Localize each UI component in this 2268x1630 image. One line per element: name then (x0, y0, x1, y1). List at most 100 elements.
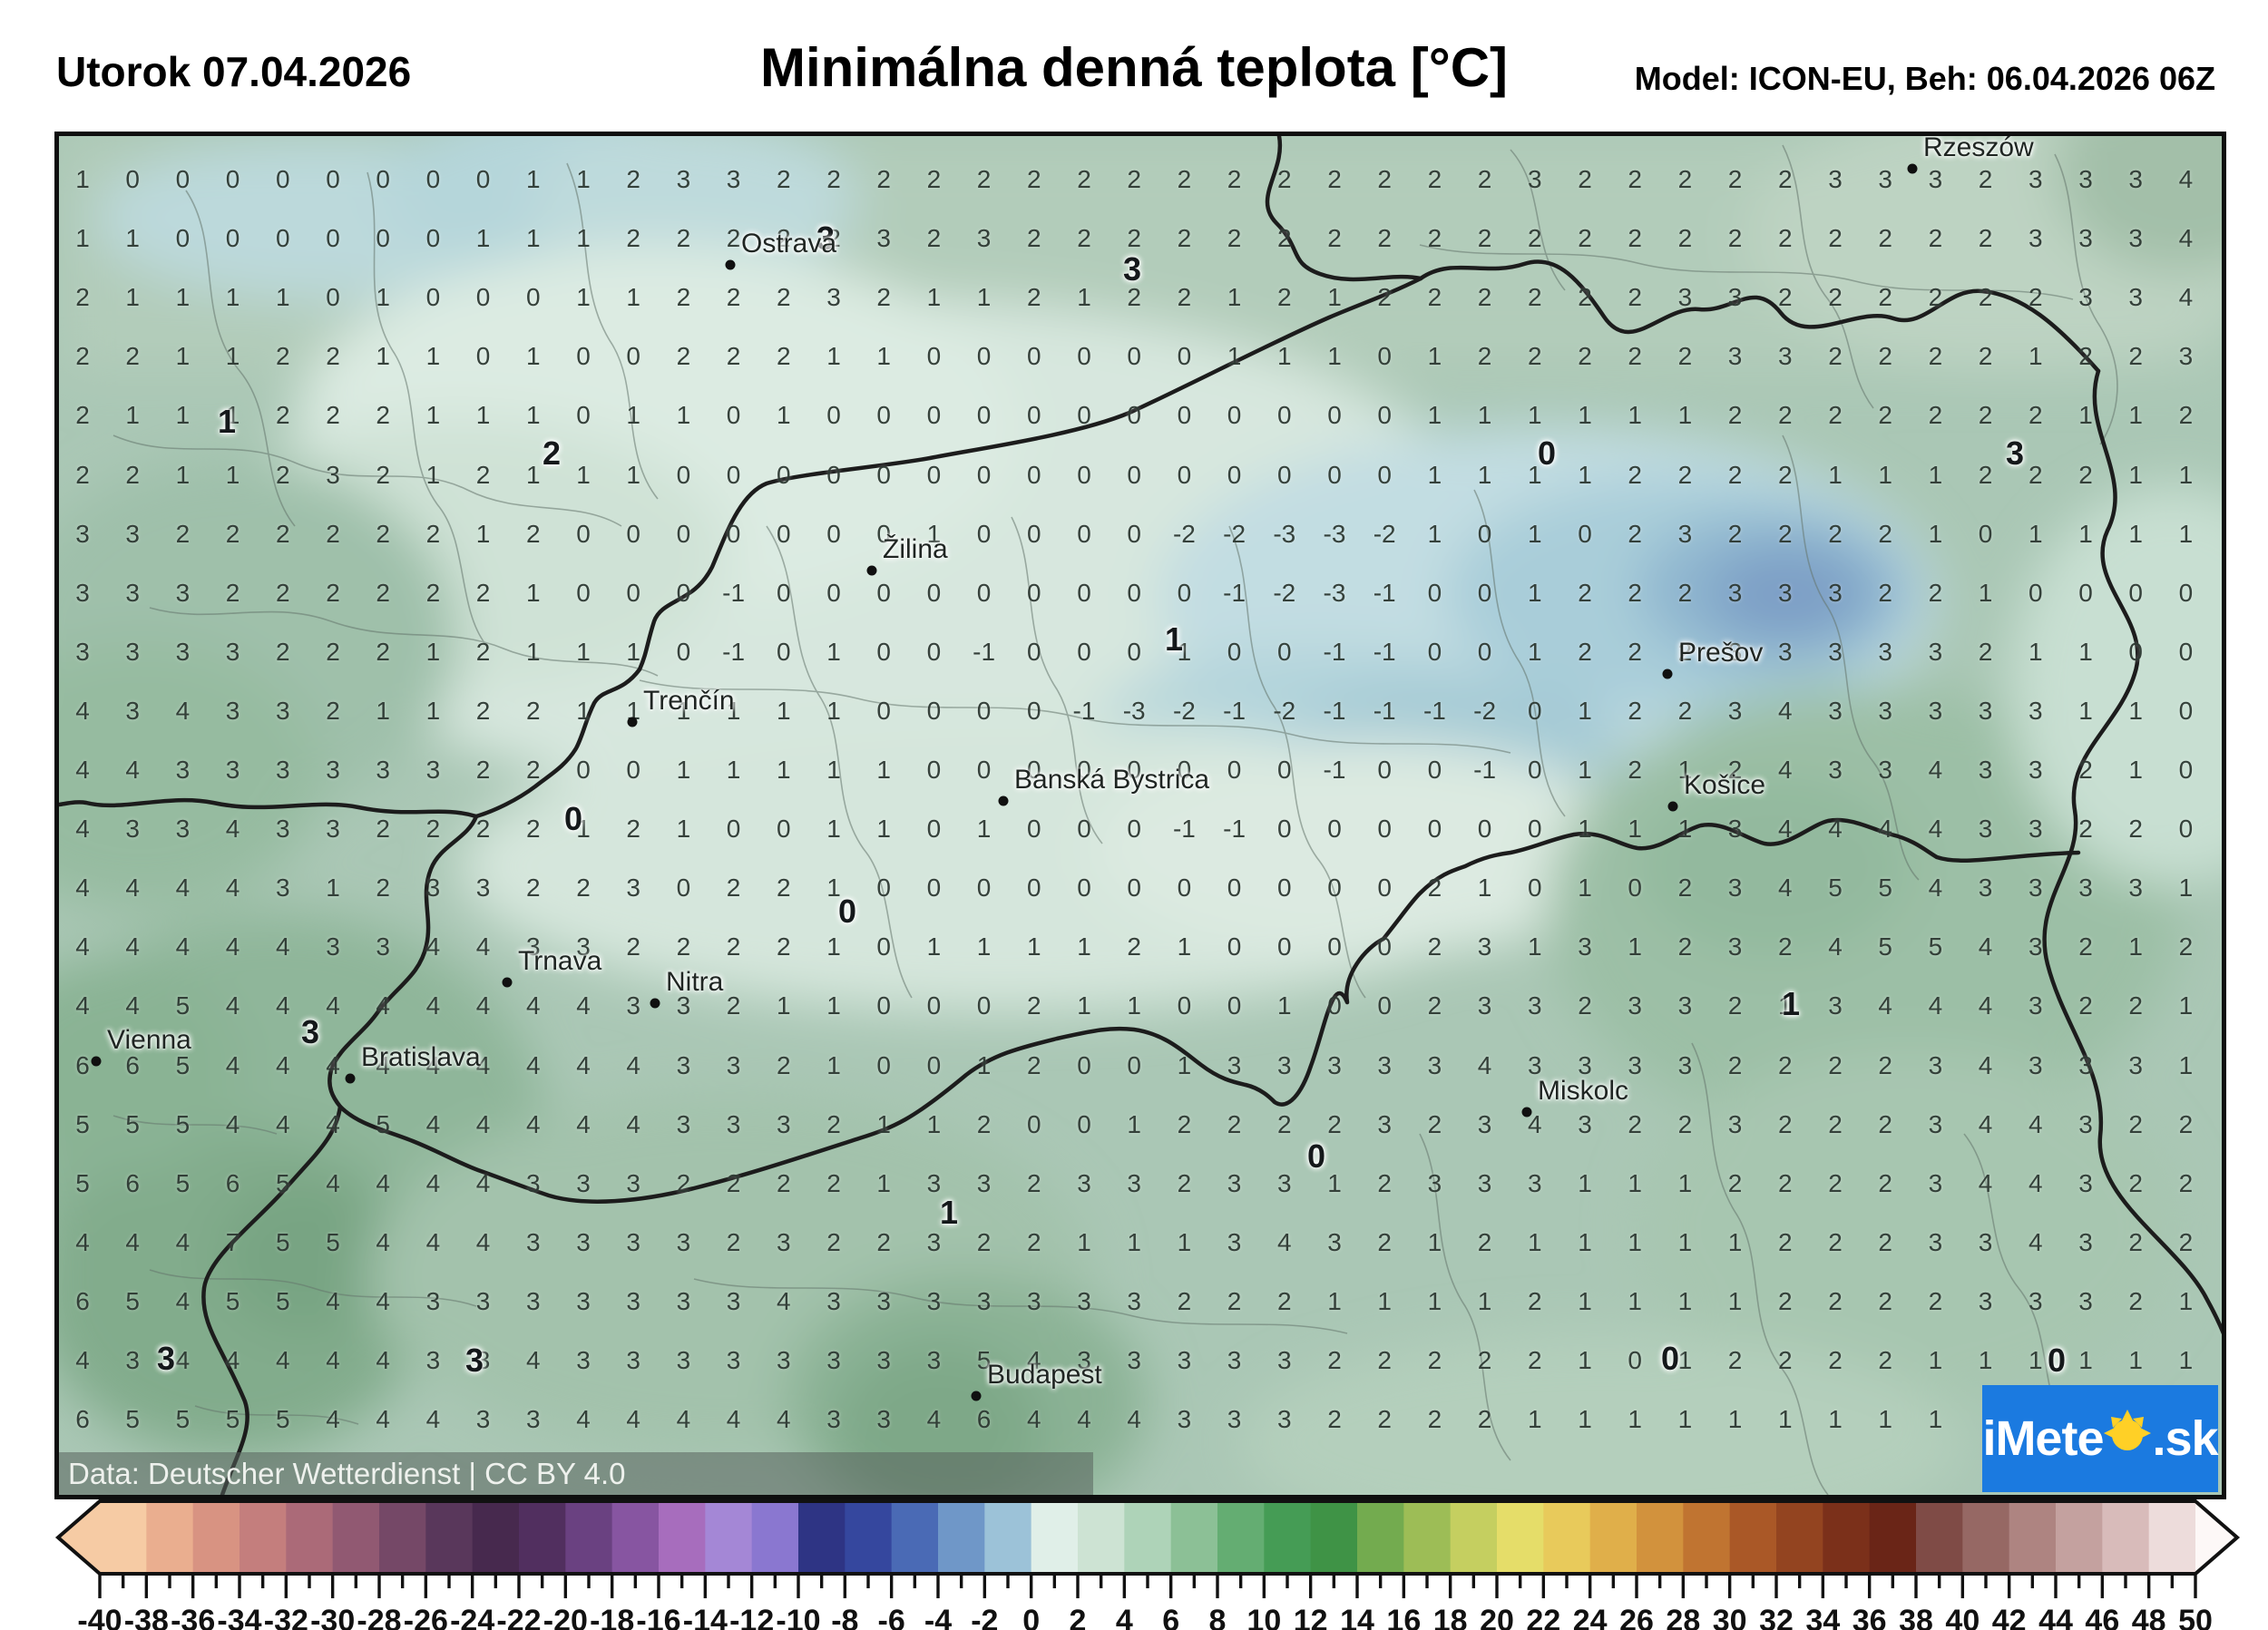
temp-value: 2 (1878, 283, 1892, 312)
temp-value: 2 (276, 460, 290, 489)
temp-value: 3 (276, 696, 290, 725)
temp-value: 2 (1778, 519, 1793, 548)
imeteo-logo[interactable]: iMete .sk (1982, 1385, 2219, 1492)
temp-value: 3 (1127, 1286, 1141, 1315)
temp-value: 3 (676, 991, 691, 1020)
temp-value: 1 (1878, 460, 1892, 489)
temp-value: 4 (1928, 756, 1943, 784)
temp-value: 1 (1177, 637, 1192, 666)
temp-value: 2 (1027, 1227, 1041, 1256)
temp-value: 2 (676, 283, 691, 312)
temp-value: 0 (175, 224, 191, 253)
temp-value: 3 (1578, 932, 1592, 961)
temp-value: 0 (1628, 1346, 1642, 1374)
temp-value: 1 (1528, 578, 1542, 607)
temp-value: 1 (1127, 1109, 1141, 1138)
temp-value: 0 (1227, 460, 1242, 489)
temp-value: 3 (1928, 1109, 1943, 1138)
temp-value: 1 (777, 696, 791, 725)
temp-value: 5 (1878, 874, 1892, 903)
temp-value: 3 (1778, 342, 1793, 371)
temp-value: 3 (626, 991, 640, 1020)
temp-value: 1 (1727, 1286, 1743, 1315)
temp-value: 2 (1928, 578, 1943, 607)
temp-value: 1 (1477, 1286, 1492, 1315)
scale-right-arrow (2195, 1501, 2237, 1574)
temp-value: 2 (1578, 283, 1592, 312)
temp-value: 4 (326, 1050, 340, 1079)
temp-value: 5 (1828, 874, 1843, 903)
temp-value: 3 (676, 1050, 691, 1079)
temp-value: -3 (1323, 519, 1346, 548)
colorbar-cell (1217, 1501, 1266, 1574)
temp-value: -3 (1122, 696, 1146, 725)
temp-value: 2 (826, 224, 841, 253)
temp-value: 1 (1578, 1168, 1592, 1197)
temp-value: 2 (1677, 874, 1693, 903)
temp-value: 3 (125, 637, 140, 666)
temp-value: 0 (876, 932, 891, 961)
temp-value: 3 (475, 1405, 491, 1434)
scale-label: -36 (171, 1604, 215, 1630)
temp-value: 1 (1077, 991, 1091, 1020)
colorbar-cell (1776, 1501, 1824, 1574)
temp-value: 3 (75, 578, 90, 607)
temp-value: 2 (1427, 991, 1442, 1020)
temp-value: 2 (1277, 224, 1292, 253)
temp-value: 1 (576, 224, 591, 253)
temp-value: 3 (1077, 1346, 1091, 1374)
station-value: 0 (563, 800, 583, 837)
temp-value: 2 (1628, 460, 1642, 489)
temp-value: 3 (175, 815, 191, 844)
temp-value: 1 (926, 1109, 942, 1138)
temp-value: 3 (1377, 1109, 1392, 1138)
temp-value: 2 (75, 460, 90, 489)
temp-value: 2 (1277, 165, 1292, 193)
temp-value: 3 (626, 1346, 640, 1374)
temp-value: 0 (1077, 637, 1091, 666)
temp-value: 2 (225, 519, 240, 548)
temp-value: 2 (1628, 637, 1642, 666)
temp-value: 4 (1978, 1168, 1993, 1197)
temp-value: 2 (2078, 815, 2093, 844)
temp-value: 2 (1778, 1286, 1793, 1315)
temp-value: 3 (2178, 342, 2194, 371)
scale-label: -10 (776, 1604, 820, 1630)
temp-value: 0 (1177, 460, 1192, 489)
temp-value: 2 (826, 165, 841, 193)
temp-value: 1 (526, 342, 541, 371)
temp-value: 0 (1077, 578, 1091, 607)
temp-value: 1 (1677, 401, 1693, 430)
temp-value: 4 (1127, 1405, 1141, 1434)
temp-value: 2 (1027, 991, 1041, 1020)
temp-value: 2 (526, 756, 541, 784)
temp-value: 3 (676, 165, 691, 193)
temp-value: 2 (1778, 1050, 1793, 1079)
temp-value: 1 (777, 991, 791, 1020)
temp-value: 1 (1477, 460, 1492, 489)
temp-value: 2 (1677, 165, 1693, 193)
temp-value: 2 (1528, 283, 1542, 312)
temp-value: 2 (1177, 224, 1192, 253)
temp-value: 0 (1277, 401, 1292, 430)
temp-value: -1 (1373, 578, 1396, 607)
temp-value: 4 (1027, 1346, 1041, 1374)
temp-value: 3 (626, 874, 640, 903)
temp-value: 2 (1477, 1346, 1492, 1374)
temp-value: 3 (1127, 1168, 1141, 1197)
temp-value: 3 (1828, 756, 1843, 784)
temp-value: 2 (326, 578, 340, 607)
temp-value: 3 (1677, 519, 1693, 548)
temp-value: 0 (1377, 932, 1392, 961)
temp-value: 0 (926, 460, 942, 489)
scale-label: -40 (77, 1604, 122, 1630)
temp-value: 2 (2128, 1168, 2143, 1197)
temp-value: -1 (722, 637, 746, 666)
station-value: 3 (464, 1342, 484, 1379)
temp-value: 2 (626, 165, 640, 193)
temp-value: 3 (376, 932, 390, 961)
temp-value: 2 (1878, 1227, 1892, 1256)
colorbar-cell (192, 1501, 240, 1574)
temp-value: 2 (626, 815, 640, 844)
temp-value: 3 (1077, 1286, 1091, 1315)
